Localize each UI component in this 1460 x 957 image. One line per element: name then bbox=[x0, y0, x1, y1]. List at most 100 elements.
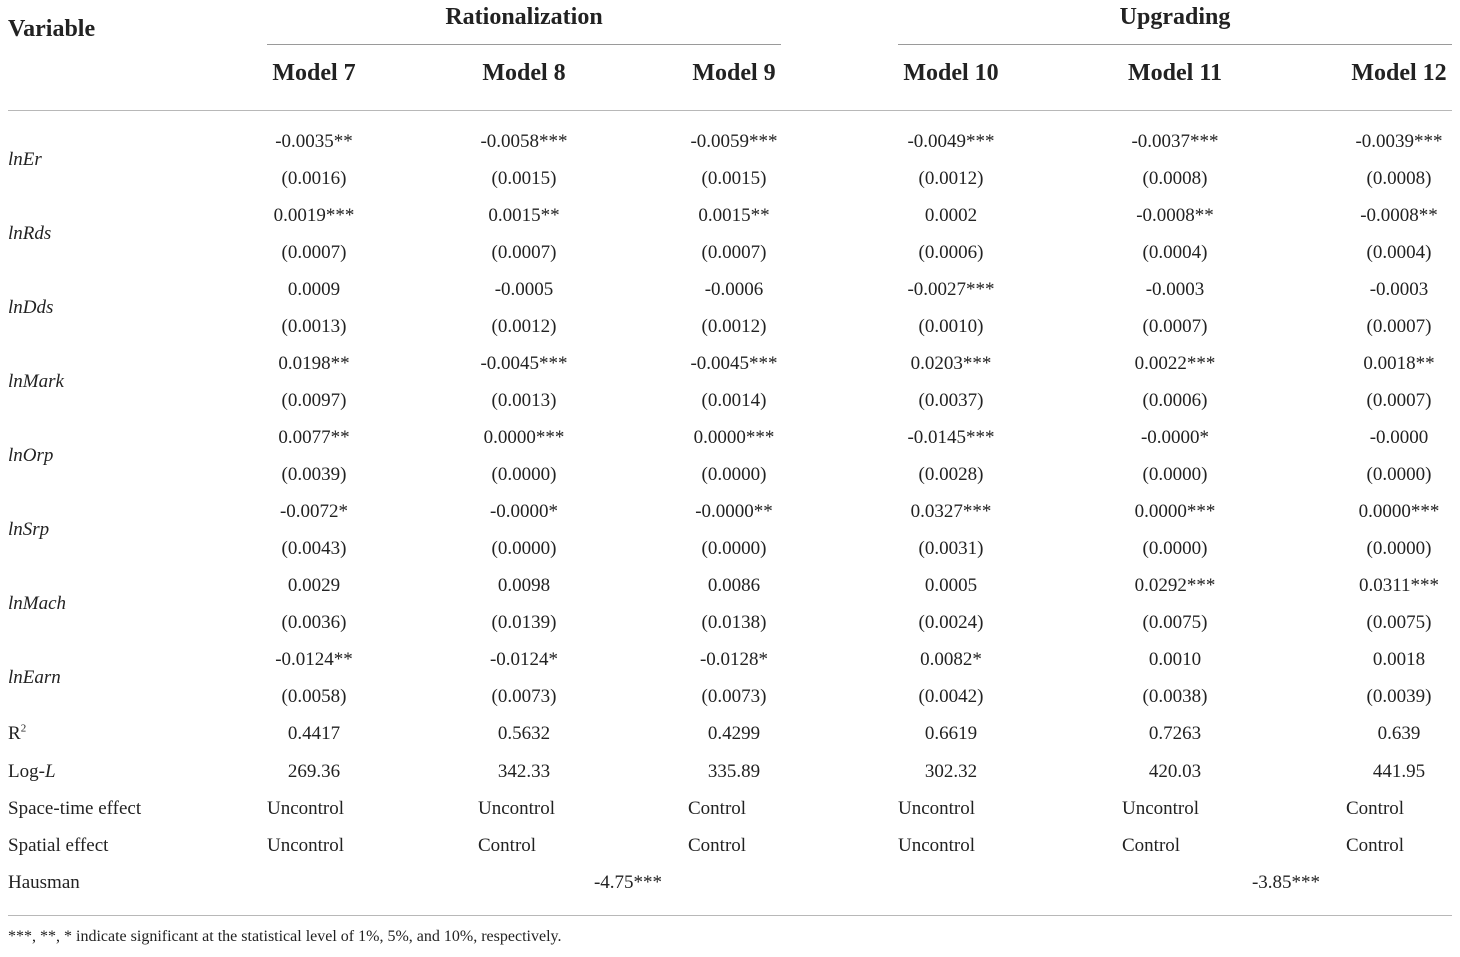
standard-error-cell: (0.0000) bbox=[1142, 464, 1208, 485]
standard-error-cell: (0.0007) bbox=[701, 242, 767, 263]
group-underline-rationalization bbox=[267, 44, 781, 45]
standard-error-cell: (0.0007) bbox=[1142, 316, 1208, 337]
space-time-cell: Uncontrol bbox=[1122, 798, 1200, 819]
r2-cell: 0.4417 bbox=[287, 723, 341, 744]
coefficient-cell: -0.0039*** bbox=[1355, 131, 1443, 152]
r2-cell: 0.5632 bbox=[497, 723, 551, 744]
space-time-cell: Control bbox=[1346, 798, 1405, 819]
standard-error-cell: (0.0000) bbox=[1366, 538, 1432, 559]
coefficient-cell: 0.0019*** bbox=[273, 205, 355, 226]
r2-superscript: 2 bbox=[20, 722, 27, 735]
coefficient-cell: -0.0000* bbox=[489, 501, 559, 522]
logl-cell: 269.36 bbox=[287, 761, 341, 782]
variable-name: lnMark bbox=[8, 371, 64, 392]
spatial-cell: Uncontrol bbox=[267, 835, 345, 856]
group-underline-upgrading bbox=[898, 44, 1452, 45]
model-header: Model 8 bbox=[482, 60, 566, 86]
standard-error-cell: (0.0097) bbox=[281, 390, 347, 411]
coefficient-cell: -0.0008** bbox=[1360, 205, 1438, 226]
group-header-upgrading: Upgrading bbox=[1119, 4, 1231, 30]
space-time-cell: Uncontrol bbox=[267, 798, 345, 819]
standard-error-cell: (0.0036) bbox=[281, 612, 347, 633]
coefficient-cell: 0.0009 bbox=[287, 279, 341, 300]
standard-error-cell: (0.0038) bbox=[1142, 686, 1208, 707]
coefficient-cell: -0.0124* bbox=[489, 649, 559, 670]
standard-error-cell: (0.0139) bbox=[491, 612, 557, 633]
coefficient-cell: -0.0027*** bbox=[907, 279, 995, 300]
standard-error-cell: (0.0010) bbox=[918, 316, 984, 337]
standard-error-cell: (0.0012) bbox=[491, 316, 557, 337]
model-header: Model 10 bbox=[903, 60, 999, 86]
standard-error-cell: (0.0007) bbox=[491, 242, 557, 263]
hausman-label: Hausman bbox=[8, 872, 80, 893]
coefficient-cell: -0.0058*** bbox=[480, 131, 568, 152]
model-header: Model 7 bbox=[272, 60, 356, 86]
coefficient-cell: -0.0008** bbox=[1136, 205, 1214, 226]
coefficient-cell: -0.0006 bbox=[704, 279, 764, 300]
logl-cell: 302.32 bbox=[924, 761, 978, 782]
spatial-label: Spatial effect bbox=[8, 835, 109, 856]
coefficient-cell: 0.0029 bbox=[287, 575, 341, 596]
variable-name: lnEarn bbox=[8, 667, 61, 688]
variable-name: lnRds bbox=[8, 223, 52, 244]
standard-error-cell: (0.0015) bbox=[491, 168, 557, 189]
standard-error-cell: (0.0031) bbox=[918, 538, 984, 559]
variable-name: lnOrp bbox=[8, 445, 54, 466]
variable-header: Variable bbox=[8, 16, 96, 42]
standard-error-cell: (0.0016) bbox=[281, 168, 347, 189]
standard-error-cell: (0.0006) bbox=[1142, 390, 1208, 411]
logl-cell: 441.95 bbox=[1372, 761, 1426, 782]
r2-cell: 0.7263 bbox=[1148, 723, 1202, 744]
spatial-cell: Control bbox=[1122, 835, 1181, 856]
variable-name: lnEr bbox=[8, 149, 42, 170]
coefficient-cell: 0.0292*** bbox=[1134, 575, 1216, 596]
coefficient-cell: 0.0018** bbox=[1363, 353, 1435, 374]
coefficient-cell: -0.0003 bbox=[1369, 279, 1429, 300]
standard-error-cell: (0.0008) bbox=[1366, 168, 1432, 189]
standard-error-cell: (0.0004) bbox=[1142, 242, 1208, 263]
standard-error-cell: (0.0042) bbox=[918, 686, 984, 707]
coefficient-cell: 0.0000*** bbox=[1358, 501, 1440, 522]
spatial-cell: Control bbox=[1346, 835, 1405, 856]
standard-error-cell: (0.0075) bbox=[1142, 612, 1208, 633]
standard-error-cell: (0.0006) bbox=[918, 242, 984, 263]
coefficient-cell: 0.0086 bbox=[707, 575, 761, 596]
variable-name: lnSrp bbox=[8, 519, 50, 540]
r2-label-text: R bbox=[8, 723, 21, 744]
variable-name: lnMach bbox=[8, 593, 67, 614]
model-header: Model 11 bbox=[1128, 60, 1222, 86]
standard-error-cell: (0.0024) bbox=[918, 612, 984, 633]
coefficient-cell: 0.0005 bbox=[924, 575, 978, 596]
coefficient-cell: 0.0000*** bbox=[483, 427, 565, 448]
standard-error-cell: (0.0000) bbox=[491, 538, 557, 559]
standard-error-cell: (0.0039) bbox=[1366, 686, 1432, 707]
space-time-cell: Control bbox=[688, 798, 747, 819]
coefficient-cell: 0.0311*** bbox=[1358, 575, 1440, 596]
standard-error-cell: (0.0004) bbox=[1366, 242, 1432, 263]
coefficient-cell: -0.0000* bbox=[1140, 427, 1210, 448]
coefficient-cell: -0.0005 bbox=[494, 279, 554, 300]
standard-error-cell: (0.0037) bbox=[918, 390, 984, 411]
coefficient-cell: -0.0000** bbox=[695, 501, 773, 522]
standard-error-cell: (0.0073) bbox=[491, 686, 557, 707]
r2-cell: 0.4299 bbox=[707, 723, 761, 744]
coefficient-cell: 0.0203*** bbox=[910, 353, 992, 374]
header-rule bbox=[8, 110, 1452, 111]
standard-error-cell: (0.0013) bbox=[281, 316, 347, 337]
spatial-cell: Control bbox=[478, 835, 537, 856]
coefficient-cell: 0.0000*** bbox=[693, 427, 775, 448]
standard-error-cell: (0.0000) bbox=[701, 464, 767, 485]
coefficient-cell: 0.0098 bbox=[497, 575, 551, 596]
coefficient-cell: -0.0128* bbox=[699, 649, 769, 670]
standard-error-cell: (0.0043) bbox=[281, 538, 347, 559]
coefficient-cell: 0.0327*** bbox=[910, 501, 992, 522]
coefficient-cell: -0.0045*** bbox=[690, 353, 778, 374]
standard-error-cell: (0.0028) bbox=[918, 464, 984, 485]
standard-error-cell: (0.0000) bbox=[1142, 538, 1208, 559]
standard-error-cell: (0.0000) bbox=[491, 464, 557, 485]
hausman-rationalization: -4.75*** bbox=[593, 872, 663, 893]
standard-error-cell: (0.0015) bbox=[701, 168, 767, 189]
coefficient-cell: -0.0059*** bbox=[690, 131, 778, 152]
coefficient-cell: 0.0000*** bbox=[1134, 501, 1216, 522]
coefficient-cell: -0.0049*** bbox=[907, 131, 995, 152]
